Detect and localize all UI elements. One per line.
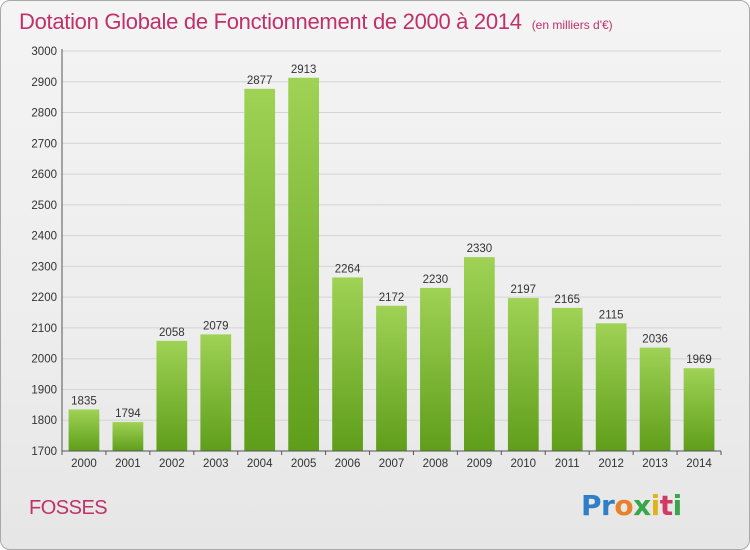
data-label: 2079 (203, 320, 229, 332)
logo-letter: i (672, 489, 683, 522)
bar (551, 307, 583, 451)
data-label: 2115 (599, 309, 624, 321)
x-tick-label: 2002 (159, 458, 185, 470)
y-tick-label: 2500 (31, 200, 57, 212)
bar (463, 257, 495, 451)
y-tick-label: 1800 (31, 415, 57, 427)
x-tick-label: 2000 (71, 458, 97, 470)
x-tick-label: 2005 (291, 458, 317, 470)
bar (595, 323, 627, 451)
bar (156, 340, 188, 451)
data-label: 1794 (115, 408, 141, 420)
y-tick-label: 2100 (31, 323, 57, 335)
bar (68, 409, 100, 451)
data-label: 1969 (686, 354, 712, 366)
data-label: 2230 (423, 274, 449, 286)
data-label: 2197 (511, 284, 537, 296)
y-tick-label: 2000 (31, 354, 57, 366)
bars (68, 77, 715, 452)
bar (376, 305, 407, 451)
y-tick-label: 1900 (31, 384, 57, 396)
title-row: Dotation Globale de Fonctionnement de 20… (19, 9, 613, 35)
x-tick-label: 2012 (598, 458, 624, 470)
data-label: 2036 (642, 334, 668, 346)
data-label: 2264 (335, 263, 361, 275)
bar (683, 368, 715, 451)
x-tick-label: 2007 (379, 458, 405, 470)
data-label: 2330 (467, 243, 493, 255)
logo-letter: r (601, 489, 615, 522)
data-label: 2058 (159, 327, 185, 339)
x-tick-label: 2003 (203, 458, 229, 470)
logo-letter: i (650, 489, 661, 522)
logo-letter: t (659, 489, 673, 522)
y-tick-label: 3000 (31, 46, 57, 58)
x-tick-label: 2014 (686, 458, 712, 470)
y-tick-label: 2900 (31, 77, 57, 89)
bar (507, 298, 539, 451)
bar (288, 77, 320, 452)
proxiti-logo: Proxiti (581, 489, 682, 522)
bar (200, 334, 232, 451)
bar (420, 287, 451, 451)
x-tick-label: 2008 (423, 458, 449, 470)
logo-letter: o (614, 489, 634, 522)
x-tick-label: 2001 (115, 458, 141, 470)
labels: 1700 1800 1900 2000 2100 2200 2300 2400 2500 2600… (31, 46, 712, 470)
data-label: 2165 (554, 294, 580, 306)
bar (639, 347, 671, 451)
x-tick-label: 2010 (511, 458, 537, 470)
chart-subtitle: (en milliers d'€) (531, 18, 613, 32)
city-name: FOSSES (29, 497, 108, 519)
x-tick-label: 2004 (247, 458, 273, 470)
y-tick-label: 2600 (31, 169, 57, 181)
y-tick-label: 2700 (31, 138, 57, 150)
chart-title: Dotation Globale de Fonctionnement de 20… (19, 9, 522, 34)
bar (112, 422, 144, 451)
data-label: 2877 (247, 75, 273, 87)
data-label: 1835 (71, 395, 97, 407)
bar (332, 277, 363, 451)
logo-letter: x (633, 489, 651, 522)
data-label: 2913 (291, 64, 317, 76)
y-tick-label: 2300 (31, 261, 57, 273)
x-tick-label: 2013 (642, 458, 668, 470)
y-tick-label: 1700 (31, 446, 57, 458)
axes (61, 49, 722, 455)
y-tick-label: 2200 (31, 292, 57, 304)
y-tick-label: 2400 (31, 231, 57, 243)
logo-letter: P (581, 489, 602, 522)
y-tick-label: 2800 (31, 108, 57, 120)
x-tick-label: 2006 (335, 458, 361, 470)
x-tick-label: 2009 (467, 458, 493, 470)
x-tick-label: 2011 (555, 458, 580, 470)
bar (244, 88, 276, 451)
data-label: 2172 (379, 292, 405, 304)
